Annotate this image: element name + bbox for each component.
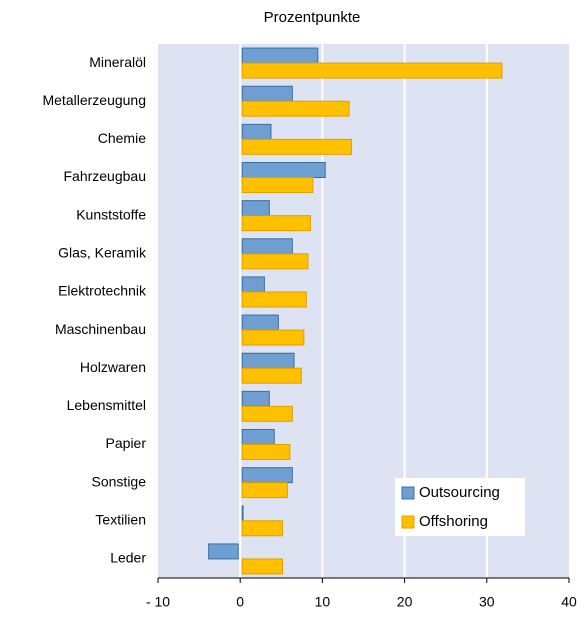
- y-tick-label: Maschinenbau: [55, 321, 146, 337]
- bar: [241, 390, 270, 407]
- x-tick-label: - 10: [146, 594, 170, 610]
- x-tick-label: 20: [397, 594, 413, 610]
- bar: [241, 352, 295, 369]
- bar: [241, 215, 311, 232]
- bar: [241, 329, 305, 346]
- bar: [241, 520, 283, 537]
- legend-swatch: [401, 515, 415, 529]
- x-tick-label: 10: [315, 594, 331, 610]
- bar: [241, 291, 307, 308]
- legend-label: Offshoring: [419, 513, 488, 530]
- y-tick-label: Glas, Keramik: [58, 244, 147, 260]
- y-tick-label: Mineralöl: [89, 54, 146, 70]
- bar: [241, 177, 314, 193]
- bar: [241, 138, 353, 155]
- y-tick-label: Papier: [106, 435, 147, 451]
- y-tick-label: Textilien: [95, 511, 146, 527]
- bar: [241, 444, 291, 460]
- y-tick-label: Holzwaren: [80, 359, 146, 375]
- bar: [241, 276, 265, 293]
- bar: [241, 405, 293, 422]
- y-tick-label: Metallerzeugung: [42, 92, 146, 108]
- y-tick-label: Sonstige: [92, 473, 147, 489]
- y-tick-label: Fahrzeugbau: [63, 168, 146, 184]
- x-tick-label: 40: [561, 594, 577, 610]
- bar: [241, 123, 272, 140]
- bar: [208, 543, 239, 560]
- y-tick-label: Lebensmittel: [67, 397, 146, 413]
- legend-label: Outsourcing: [419, 484, 500, 501]
- y-tick-label: Elektrotechnik: [58, 283, 147, 299]
- bar: [241, 62, 503, 79]
- y-tick-label: Leder: [110, 550, 146, 566]
- bar: [241, 429, 275, 445]
- x-tick-label: 0: [236, 594, 244, 610]
- bar: [241, 85, 293, 102]
- chart-title: Prozentpunkte: [264, 9, 361, 26]
- legend-box: [395, 478, 525, 536]
- bar: [241, 253, 309, 270]
- bar: [241, 100, 350, 117]
- bar: [241, 238, 293, 255]
- bar: [241, 47, 319, 64]
- legend-swatch: [401, 486, 415, 500]
- bar: [241, 558, 283, 575]
- bar: [241, 367, 302, 384]
- y-tick-label: Kunststoffe: [76, 206, 146, 222]
- bar: [241, 467, 293, 484]
- bar: [241, 162, 326, 178]
- x-tick-label: 30: [479, 594, 495, 610]
- bar: [241, 314, 279, 331]
- bar: [241, 482, 288, 499]
- y-tick-label: Chemie: [98, 130, 146, 146]
- bar: [241, 505, 244, 522]
- bar: [241, 200, 270, 217]
